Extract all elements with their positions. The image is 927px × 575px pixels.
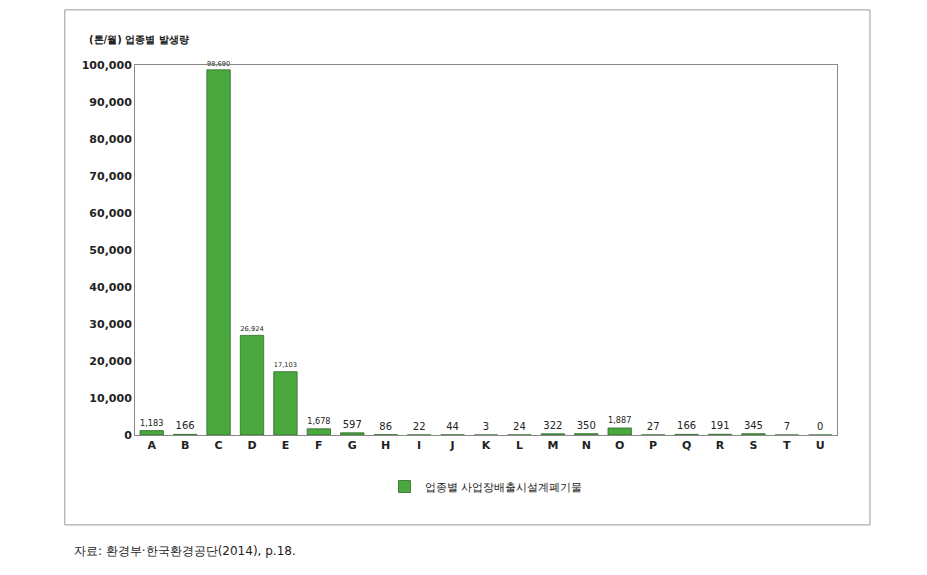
svg-text:O: O [615,439,624,452]
svg-text:U: U [816,439,825,452]
svg-text:27: 27 [647,421,660,432]
svg-text:S: S [749,439,757,452]
svg-text:Q: Q [682,439,691,452]
svg-text:D: D [247,439,256,452]
svg-text:7: 7 [784,421,790,432]
svg-text:3: 3 [483,421,489,432]
svg-text:191: 191 [710,420,729,431]
svg-text:24: 24 [513,421,526,432]
svg-text:100,000: 100,000 [82,59,132,72]
svg-text:H: H [381,439,390,452]
svg-text:T: T [783,439,791,452]
svg-text:자료: 환경부·한국환경공단(2014), p.18.: 자료: 환경부·한국환경공단(2014), p.18. [74,544,296,558]
svg-text:L: L [516,439,523,452]
svg-text:166: 166 [176,420,195,431]
svg-text:E: E [282,439,290,452]
svg-text:1,183: 1,183 [140,418,163,428]
svg-text:N: N [582,439,591,452]
svg-text:80,000: 80,000 [89,133,132,146]
svg-text:345: 345 [744,420,763,431]
svg-text:M: M [547,439,558,452]
svg-text:10,000: 10,000 [89,392,132,405]
svg-text:166: 166 [677,420,696,431]
svg-text:G: G [348,439,357,452]
svg-text:P: P [649,439,657,452]
svg-text:350: 350 [577,420,596,431]
svg-text:C: C [215,439,223,452]
svg-text:K: K [482,439,491,452]
svg-text:17,103: 17,103 [274,361,297,369]
svg-text:44: 44 [446,421,459,432]
svg-text:1,887: 1,887 [608,415,631,425]
svg-text:30,000: 30,000 [89,318,132,331]
svg-text:(톤/월) 업종별 발생량: (톤/월) 업종별 발생량 [89,34,189,45]
svg-text:86: 86 [379,421,392,432]
svg-text:50,000: 50,000 [89,244,132,257]
svg-text:40,000: 40,000 [89,281,132,294]
svg-text:J: J [450,439,455,452]
svg-text:98,690: 98,690 [207,60,230,68]
svg-text:60,000: 60,000 [89,207,132,220]
svg-text:업종별 사업장배출시설계폐기물: 업종별 사업장배출시설계폐기물 [425,481,583,494]
svg-text:F: F [315,439,323,452]
svg-text:20,000: 20,000 [89,355,132,368]
svg-text:322: 322 [543,420,562,431]
svg-text:90,000: 90,000 [89,96,132,109]
svg-text:1,678: 1,678 [307,416,330,426]
svg-text:22: 22 [413,421,426,432]
svg-text:R: R [716,439,725,452]
svg-text:597: 597 [343,419,362,430]
svg-text:A: A [147,439,156,452]
svg-text:70,000: 70,000 [89,170,132,183]
svg-text:I: I [417,439,421,452]
svg-text:B: B [181,439,189,452]
svg-text:26,924: 26,924 [240,325,263,333]
svg-text:0: 0 [124,429,132,442]
svg-text:0: 0 [817,421,823,432]
